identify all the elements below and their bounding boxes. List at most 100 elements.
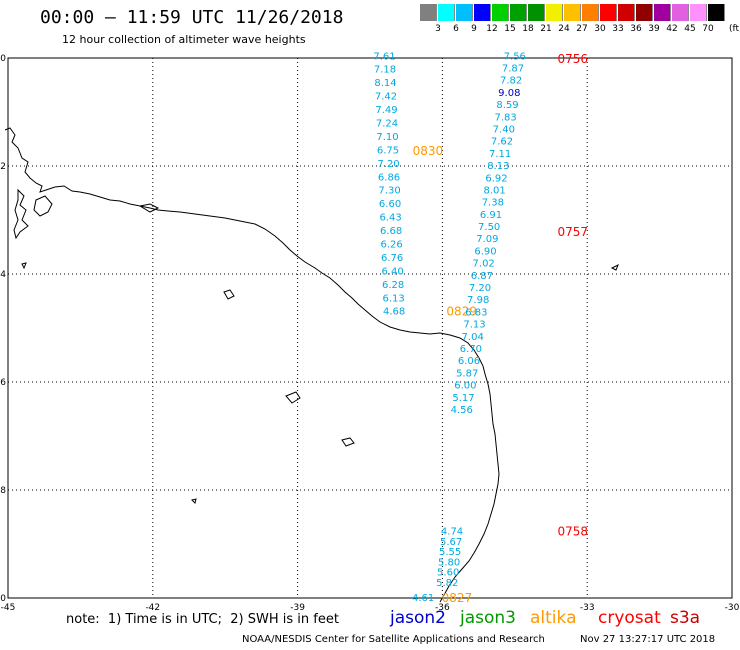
footer-credit: NOAA/NESDIS Center for Satellite Applica…	[242, 634, 545, 645]
wave-height-value: 6.00	[454, 381, 476, 392]
wave-height-value: 7.56	[504, 51, 526, 62]
wave-height-value: 5.87	[456, 368, 478, 379]
wave-height-value: 6.90	[474, 246, 496, 257]
wave-height-value: 6.70	[460, 344, 482, 355]
pass-time-label: 0830	[413, 144, 444, 158]
color-scale-swatch	[438, 4, 455, 21]
wave-height-value: 6.76	[381, 253, 403, 264]
color-scale-label: 12	[486, 24, 498, 34]
wave-height-value: 7.04	[462, 332, 484, 343]
pass-time-label: 0756	[557, 52, 588, 66]
wave-height-value: 7.98	[467, 295, 489, 306]
color-scale-swatch	[528, 4, 545, 21]
pass-time-label: 0827	[442, 591, 473, 605]
color-scale-swatch	[564, 4, 581, 21]
legend-item-jason2: jason2	[390, 608, 446, 628]
wave-height-value: 5.60	[437, 568, 459, 579]
wave-height-value: 4.56	[451, 405, 473, 416]
footer-note: note: 1) Time is in UTC; 2) SWH is in fe…	[66, 612, 339, 627]
wave-height-value: 6.26	[380, 240, 402, 251]
color-scale-swatch	[582, 4, 599, 21]
axis-tick-labels: -45 -42 -39 -36 -33 -30 0 -2 -4 -6 -8 -10	[0, 54, 740, 613]
wave-height-value: 7.02	[473, 259, 495, 270]
wave-height-value: 7.83	[495, 112, 517, 123]
pass-time-label: 0829	[446, 305, 477, 319]
color-scale-swatch	[654, 4, 671, 21]
color-scale-label: 42	[666, 24, 678, 34]
coastline-brazil	[4, 127, 500, 603]
wave-height-value: 8.14	[374, 78, 396, 89]
page-subtitle: 12 hour collection of altimeter wave hei…	[62, 33, 306, 46]
wave-height-value: 7.11	[489, 149, 511, 160]
wave-height-value: 8.13	[487, 161, 509, 172]
lon-tick-label: -42	[145, 603, 160, 613]
color-scale-swatch	[474, 4, 491, 21]
lat-tick-label: -10	[0, 594, 6, 604]
color-scale-label: 39	[648, 24, 660, 34]
satellite-tracks: 7.61 7.18 8.14 7.42 7.49 7.24 7.10 6.75 7.20 6.86…	[373, 51, 588, 605]
island-2	[223, 289, 235, 300]
color-scale-label: 70	[702, 24, 714, 34]
lon-tick-label: -33	[580, 603, 595, 613]
island-7	[610, 263, 619, 271]
wave-height-value: 6.75	[377, 145, 399, 156]
wave-height-value: 6.91	[480, 210, 502, 221]
wave-height-value: 6.68	[380, 226, 402, 237]
wave-height-value: 9.08	[498, 88, 520, 99]
wave-height-value: 5.17	[452, 393, 474, 404]
color-scale-swatch	[618, 4, 635, 21]
color-scale-label: 21	[540, 24, 552, 34]
color-scale-label: 15	[504, 24, 516, 34]
lat-tick-label: -8	[0, 486, 6, 496]
wave-height-value: 7.30	[378, 186, 400, 197]
lon-tick-label: -36	[435, 603, 450, 613]
lon-tick-label: -30	[725, 603, 740, 613]
color-scale-swatch	[690, 4, 707, 21]
island-5	[191, 498, 197, 504]
wave-height-value: 6.92	[485, 173, 507, 184]
wave-height-value: 5.82	[436, 578, 458, 589]
color-scale-swatch	[600, 4, 617, 21]
legend-item-s3a: s3a	[670, 608, 701, 628]
page-title: 00:00 — 11:59 UTC 11/26/2018	[40, 7, 344, 28]
coastline-inlet	[13, 188, 29, 240]
color-scale-swatch	[456, 4, 473, 21]
wave-height-value: 4.61	[412, 593, 434, 604]
wave-height-value: 7.42	[375, 92, 397, 103]
color-scale-swatch	[420, 4, 437, 21]
wave-height-value: 5.80	[438, 557, 460, 568]
wave-height-value: 5.67	[440, 537, 462, 548]
wave-height-value: 7.18	[374, 65, 396, 76]
wave-height-value: 7.24	[376, 119, 398, 130]
wave-height-value: 7.13	[463, 320, 485, 331]
wave-height-value: 7.61	[373, 51, 395, 62]
color-scale-label: 24	[558, 24, 570, 34]
pass-time-label: 0758	[557, 525, 588, 539]
color-scale-swatch	[672, 4, 689, 21]
color-scale-label: 6	[453, 24, 459, 34]
wave-height-value: 6.43	[379, 213, 401, 224]
coastline	[4, 127, 619, 603]
wave-height-value: 7.50	[478, 222, 500, 233]
color-scale-unit: (ft)	[729, 24, 740, 34]
wave-height-value: 6.60	[379, 199, 401, 210]
color-scale-label: 18	[522, 24, 534, 34]
color-scale-label: 9	[471, 24, 477, 34]
color-scale-label: 27	[576, 24, 588, 34]
wave-height-value: 7.09	[476, 234, 498, 245]
color-scale-label: 3	[435, 24, 441, 34]
wave-height-value: 4.68	[383, 307, 405, 318]
map-frame	[7, 57, 733, 599]
lon-tick-label: -39	[290, 603, 305, 613]
footer-timestamp: Nov 27 13:27:17 UTC 2018	[580, 634, 716, 645]
lat-tick-label: -6	[0, 378, 6, 388]
wave-height-value: 8.01	[484, 185, 506, 196]
color-scale-label: 33	[612, 24, 624, 34]
wave-height-value: 7.82	[500, 76, 522, 87]
wave-height-value: 7.38	[482, 198, 504, 209]
color-scale-swatch	[546, 4, 563, 21]
color-scale-label: 30	[594, 24, 606, 34]
pass-time-label: 0757	[557, 225, 588, 239]
color-scale-label: 36	[630, 24, 642, 34]
island-6	[21, 262, 27, 270]
